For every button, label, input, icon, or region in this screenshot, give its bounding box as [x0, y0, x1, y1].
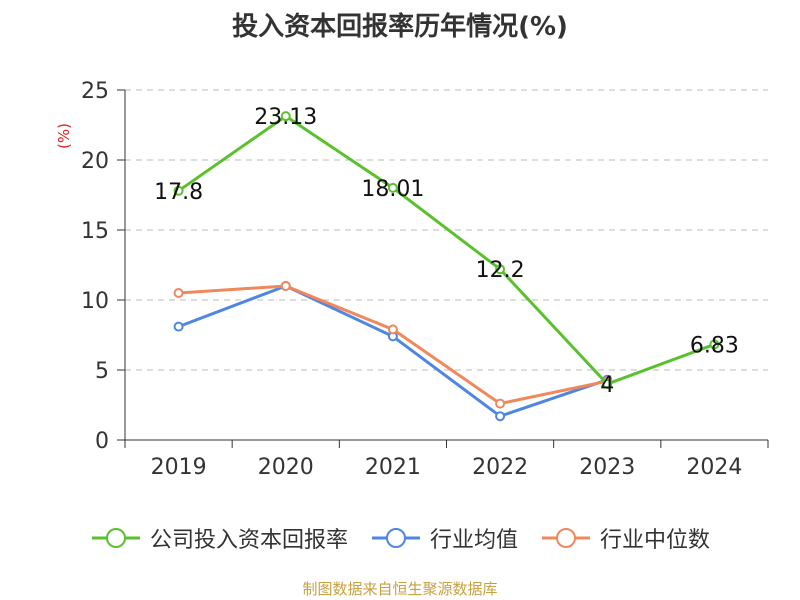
legend-swatch — [371, 528, 420, 548]
data-label: 12.2 — [476, 258, 525, 283]
chart-title: 投入资本回报率历年情况(%) — [232, 12, 568, 42]
legend-item-0[interactable]: 公司投入资本回报率 — [90, 522, 348, 554]
series-0-point — [709, 339, 720, 350]
data-label: 23.13 — [254, 105, 317, 130]
data-label: 18.01 — [361, 177, 424, 202]
legend-item-2[interactable]: 行业中位数 — [540, 522, 710, 554]
data-label: 17.8 — [154, 180, 203, 205]
y-tick-label: 10 — [81, 289, 109, 314]
x-tick-label: 2020 — [258, 455, 314, 480]
legend-swatch — [91, 528, 140, 548]
x-tick-label: 2019 — [151, 455, 207, 480]
x-tick-label: 2023 — [579, 455, 635, 480]
series-2-point — [173, 288, 184, 298]
series-0-point — [387, 182, 398, 193]
legend-swatch — [542, 528, 590, 548]
legend-label: 公司投入资本回报率 — [149, 528, 348, 553]
series-2-point — [280, 281, 291, 291]
series-0-point — [173, 185, 184, 196]
series-1-line — [178, 284, 608, 418]
x-tick-label: 2024 — [686, 455, 742, 480]
y-tick-label: 15 — [81, 219, 109, 244]
x-tick-label: 2021 — [365, 455, 421, 480]
legend-label: 行业均值 — [429, 528, 518, 553]
series-0-point — [602, 379, 613, 389]
series-1-point — [495, 411, 506, 422]
series-0-point — [495, 264, 506, 275]
y-tick-label: 20 — [81, 149, 109, 174]
series-0-point — [280, 111, 291, 122]
series-0-line — [177, 114, 715, 386]
data-label: 4 — [600, 373, 614, 398]
y-tick-label: 5 — [95, 359, 109, 384]
x-tick-label: 2022 — [472, 455, 528, 480]
series-2-point — [495, 398, 506, 409]
y-tick-label: 25 — [81, 79, 109, 104]
legend-label: 行业中位数 — [600, 528, 711, 553]
legend-item-1[interactable]: 行业均值 — [370, 522, 518, 554]
y-tick-label: 0 — [95, 429, 109, 454]
legend: 公司投入资本回报率 行业均值 行业中位数 — [0, 518, 800, 558]
source-note: 制图数据来自恒生聚源数据库 — [302, 580, 498, 598]
data-label: 6.83 — [690, 333, 739, 358]
series-2-point — [387, 324, 398, 335]
series-1-point — [173, 321, 184, 332]
